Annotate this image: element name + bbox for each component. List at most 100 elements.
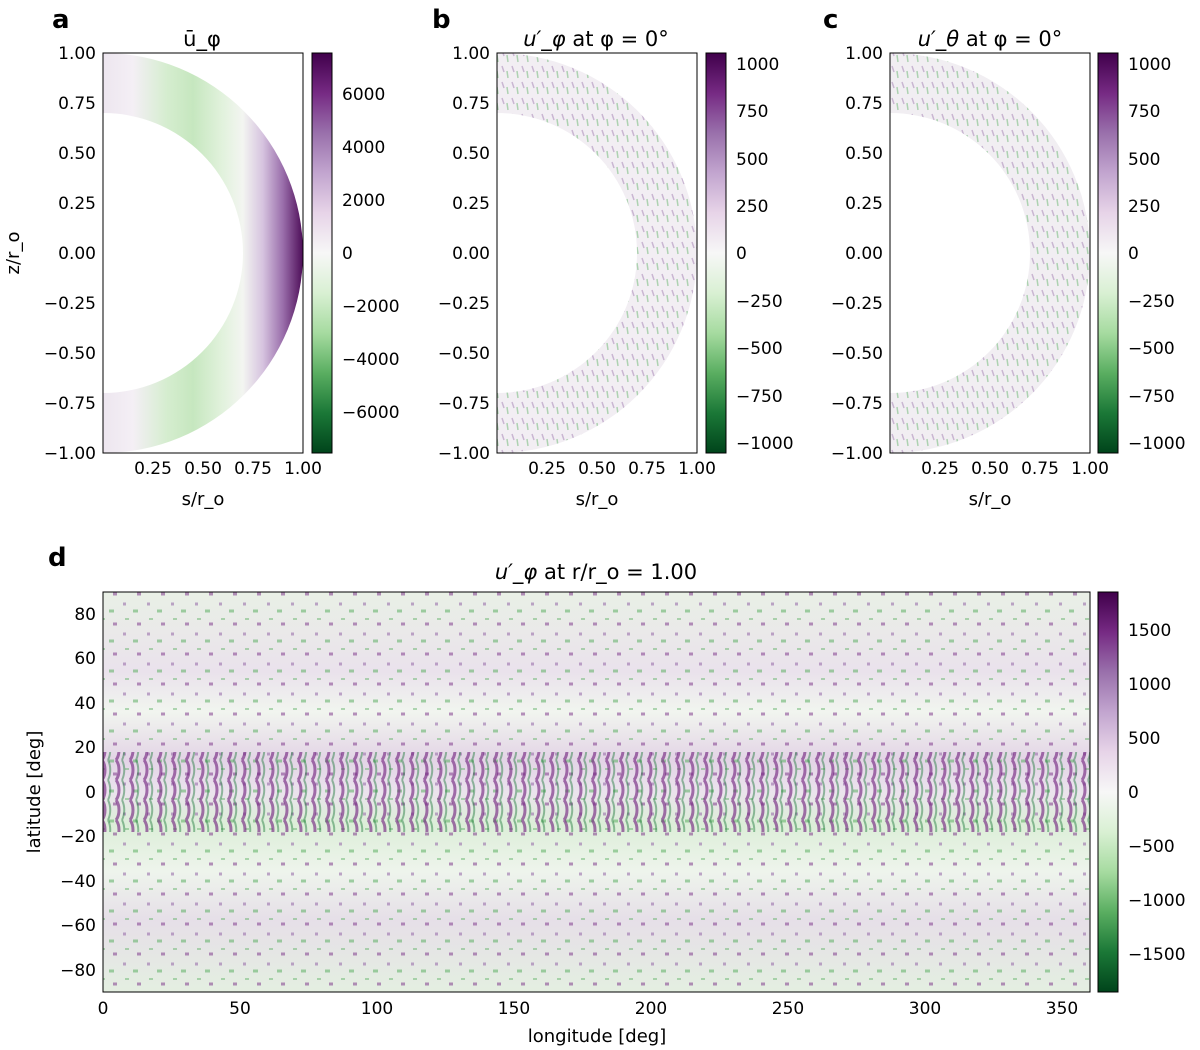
cbar-tick-label: 1000 bbox=[1128, 55, 1171, 75]
x-tick-label: 1.00 bbox=[678, 459, 716, 479]
panel-c-title-rest: at φ = 0° bbox=[959, 27, 1062, 51]
panel-c-yticks: 1.00 0.75 0.50 0.25 0.00 −0.25 −0.50 −0.… bbox=[831, 44, 883, 464]
y-tick-label: 0.25 bbox=[452, 194, 490, 214]
y-tick-label: −1.00 bbox=[44, 444, 96, 464]
panel-c-title-var: u′_θ bbox=[918, 27, 960, 52]
x-tick-label: 350 bbox=[1046, 999, 1078, 1019]
panel-d-cbar-ticks: 1500 1000 500 0 −500 −1000 −1500 bbox=[1128, 621, 1186, 965]
cbar-tick-label: −2000 bbox=[342, 297, 400, 317]
x-tick-label: 300 bbox=[909, 999, 941, 1019]
y-tick-label: 0.50 bbox=[452, 144, 490, 164]
cbar-tick-label: 6000 bbox=[342, 85, 385, 105]
cbar-tick-label: 1000 bbox=[736, 55, 779, 75]
y-tick-label: 1.00 bbox=[845, 44, 883, 64]
x-tick-label: 50 bbox=[229, 999, 251, 1019]
cbar-tick-label: 1500 bbox=[1128, 621, 1171, 641]
y-tick-label: −0.50 bbox=[438, 344, 490, 364]
panel-a-xlabel: s/r_o bbox=[182, 489, 225, 510]
panel-c-frame bbox=[889, 52, 1091, 454]
panel-a-ylabel: z/r_o bbox=[3, 232, 24, 275]
panel-b-xlabel: s/r_o bbox=[576, 489, 619, 510]
x-tick-label: 100 bbox=[361, 999, 393, 1019]
panel-a-title: ū_φ bbox=[183, 27, 221, 52]
x-tick-label: 0.25 bbox=[921, 459, 959, 479]
panel-d-frame bbox=[102, 591, 1091, 993]
y-tick-label: −0.25 bbox=[44, 294, 96, 314]
cbar-tick-label: −1500 bbox=[1128, 945, 1186, 965]
y-tick-label: 80 bbox=[74, 605, 96, 625]
panel-b-title-rest: at φ = 0° bbox=[566, 27, 669, 51]
x-tick-label: 1.00 bbox=[1071, 459, 1109, 479]
panel-d-letter: d bbox=[48, 543, 67, 573]
panel-a: a ū_φ 1.00 0.75 0.50 0.25 0.00 −0.25 −0.… bbox=[3, 5, 400, 510]
y-tick-label: 0 bbox=[85, 783, 96, 803]
y-tick-label: −40 bbox=[60, 872, 96, 892]
panel-a-yticks: 1.00 0.75 0.50 0.25 0.00 −0.25 −0.50 −0.… bbox=[44, 44, 96, 464]
panel-c-letter: c bbox=[823, 5, 838, 35]
y-tick-label: 60 bbox=[74, 649, 96, 669]
y-tick-label: −1.00 bbox=[438, 444, 490, 464]
panel-b-xticks: 0.25 0.50 0.75 1.00 bbox=[528, 459, 716, 479]
cbar-tick-label: −1000 bbox=[736, 434, 794, 454]
panel-c-title: u′_θ at φ = 0° bbox=[918, 27, 1063, 52]
panel-d-title-rest: at r/r_o = 1.00 bbox=[537, 560, 697, 585]
cbar-tick-label: 250 bbox=[1128, 197, 1160, 217]
y-tick-label: 1.00 bbox=[452, 44, 490, 64]
panel-c-xticks: 0.25 0.50 0.75 1.00 bbox=[921, 459, 1109, 479]
panel-a-colorbar bbox=[311, 52, 333, 454]
y-tick-label: 40 bbox=[74, 694, 96, 714]
panel-d-xlabel: longitude [deg] bbox=[528, 1026, 667, 1047]
cbar-tick-label: −500 bbox=[1128, 339, 1175, 359]
y-tick-label: −20 bbox=[60, 827, 96, 847]
panel-b-title: u′_φ at φ = 0° bbox=[523, 27, 669, 52]
cbar-tick-label: −4000 bbox=[342, 350, 400, 370]
panel-a-shell bbox=[103, 53, 303, 453]
cbar-tick-label: 500 bbox=[1128, 729, 1160, 749]
panel-d-yticks: 80 60 40 20 0 −20 −40 −60 −80 bbox=[60, 605, 96, 981]
panel-b-letter: b bbox=[432, 5, 451, 35]
x-tick-label: 0.25 bbox=[134, 459, 172, 479]
panel-b-yticks: 1.00 0.75 0.50 0.25 0.00 −0.25 −0.50 −0.… bbox=[438, 44, 490, 464]
panel-d-field bbox=[103, 592, 1090, 992]
cbar-tick-label: −500 bbox=[736, 339, 783, 359]
x-tick-label: 150 bbox=[498, 999, 530, 1019]
y-tick-label: 0.75 bbox=[58, 94, 96, 114]
panel-b-title-var: u′_φ bbox=[523, 27, 566, 52]
y-tick-label: 0.75 bbox=[845, 94, 883, 114]
y-tick-label: 0.00 bbox=[58, 244, 96, 264]
cbar-tick-label: 500 bbox=[1128, 150, 1160, 170]
x-tick-label: 0.75 bbox=[628, 459, 666, 479]
panel-c-shell-texture bbox=[890, 53, 1090, 453]
panel-b-frame bbox=[496, 52, 698, 454]
cbar-tick-label: −250 bbox=[736, 292, 783, 312]
y-tick-label: 20 bbox=[74, 738, 96, 758]
cbar-tick-label: −750 bbox=[736, 387, 783, 407]
cbar-tick-label: 0 bbox=[1128, 783, 1139, 803]
x-tick-label: 250 bbox=[772, 999, 804, 1019]
cbar-tick-label: 1000 bbox=[1128, 675, 1171, 695]
y-tick-label: 0.25 bbox=[845, 194, 883, 214]
cbar-tick-label: 0 bbox=[342, 244, 353, 264]
y-tick-label: −0.50 bbox=[831, 344, 883, 364]
y-tick-label: 0.50 bbox=[845, 144, 883, 164]
y-tick-label: −0.50 bbox=[44, 344, 96, 364]
panel-b-cbar-ticks: 1000 750 500 250 0 −250 −500 −750 −1000 bbox=[736, 55, 794, 454]
panel-a-xticks: 0.25 0.50 0.75 1.00 bbox=[134, 459, 322, 479]
cbar-tick-label: 2000 bbox=[342, 191, 385, 211]
panel-c-colorbar bbox=[1097, 52, 1119, 454]
panel-d-ylabel: latitude [deg] bbox=[24, 731, 45, 854]
y-tick-label: 0.00 bbox=[452, 244, 490, 264]
panel-d-title: u′_φ at r/r_o = 1.00 bbox=[495, 560, 697, 585]
x-tick-label: 0 bbox=[98, 999, 109, 1019]
cbar-tick-label: 0 bbox=[1128, 244, 1139, 264]
cbar-tick-label: 750 bbox=[736, 102, 768, 122]
panel-b-colorbar bbox=[705, 52, 727, 454]
x-tick-label: 0.75 bbox=[1021, 459, 1059, 479]
panel-a-letter: a bbox=[52, 5, 70, 35]
y-tick-label: 0.25 bbox=[58, 194, 96, 214]
panel-d-equatorial-band bbox=[103, 752, 1090, 832]
panel-c-xlabel: s/r_o bbox=[969, 489, 1012, 510]
y-tick-label: −0.25 bbox=[831, 294, 883, 314]
x-tick-label: 0.50 bbox=[971, 459, 1009, 479]
